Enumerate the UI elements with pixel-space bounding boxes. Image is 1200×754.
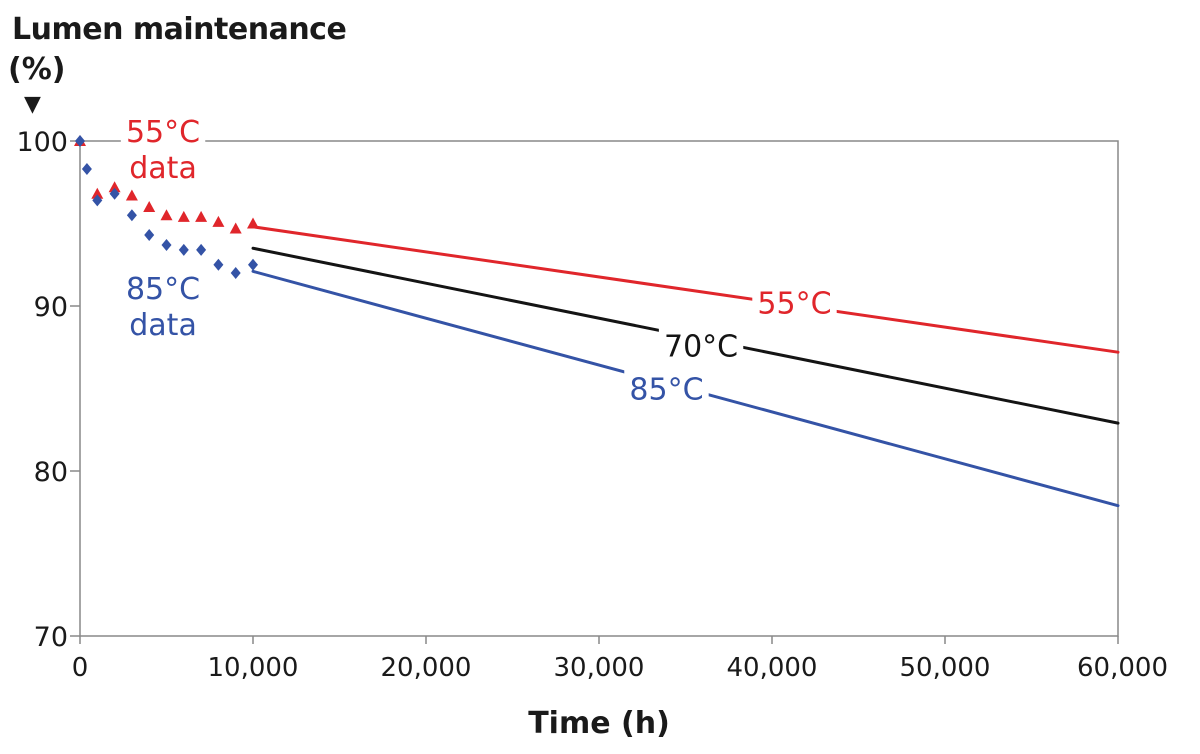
plot-area-frame: [79, 140, 1119, 637]
annotation-85-data: data: [129, 308, 197, 343]
x-tick-label: 10,000: [208, 653, 299, 683]
data-point-85-c-data: [144, 229, 155, 242]
y-tick-label: 100: [16, 127, 68, 158]
data-point-55-c-data: [229, 222, 242, 234]
data-point-85-c-data: [161, 238, 172, 251]
label-background-85-line: [624, 368, 709, 409]
x-tick-label: 60,000: [1077, 653, 1168, 683]
data-point-85-c-data: [75, 135, 85, 147]
y-axis-title: Lumen maintenance: [12, 12, 347, 47]
annotation-70-line: 70°C: [664, 329, 738, 364]
data-point-55-c-data: [160, 209, 173, 221]
data-point-55-c-data: [125, 189, 138, 201]
y-tick-label: 90: [34, 292, 68, 323]
y-axis-arrow-icon: ▼: [24, 92, 41, 117]
x-axis-title: Time (h): [528, 706, 670, 741]
x-tick-label: 40,000: [727, 653, 818, 683]
data-point-85-c-data: [248, 258, 258, 271]
series-line-55-c: [251, 225, 1120, 354]
y-axis-unit: (%): [8, 52, 66, 87]
data-point-55-c-data: [212, 215, 225, 227]
y-axis: 70 80 90 100: [16, 127, 80, 653]
data-point-85-c-data: [213, 258, 224, 271]
data-point-85-c-data: [196, 243, 207, 256]
data-point-55-c-data: [91, 187, 104, 199]
data-point-85-c-data: [126, 209, 137, 222]
annotation-55-data: data: [129, 151, 197, 186]
data-point-85-c-data: [92, 194, 103, 207]
x-axis: 0 10,000 20,000 30,000 40,000 50,000 60,000: [72, 636, 1168, 683]
data-point-55-c-data: [247, 217, 259, 229]
data-point-55-c-data: [108, 181, 121, 193]
x-tick-label: 0: [72, 653, 89, 683]
annotation-85-data: 85°C: [126, 272, 200, 307]
annotation-55-data: 55°C: [126, 115, 200, 150]
label-background-85-data: [120, 268, 206, 344]
label-background-55-line: [752, 282, 837, 323]
y-tick-label: 80: [34, 457, 68, 488]
x-tick-label: 20,000: [381, 653, 472, 683]
annotation-55-line: 55°C: [757, 287, 831, 322]
series-layer: [74, 135, 1120, 508]
data-point-55-c-data: [195, 210, 208, 222]
x-tick-label: 50,000: [900, 653, 991, 683]
data-point-55-c-data: [177, 210, 190, 222]
data-point-85-c-data: [109, 187, 120, 200]
data-point-85-c-data: [81, 163, 92, 176]
data-point-85-c-data: [230, 267, 241, 279]
data-point-55-c-data: [143, 201, 156, 212]
y-tick-label: 70: [34, 622, 68, 653]
data-point-85-c-data: [178, 243, 189, 256]
label-background-55-data: [120, 111, 206, 188]
label-background-70-line: [658, 325, 744, 366]
annotation-85-line: 85°C: [629, 372, 703, 407]
x-tick-label: 30,000: [554, 653, 645, 683]
